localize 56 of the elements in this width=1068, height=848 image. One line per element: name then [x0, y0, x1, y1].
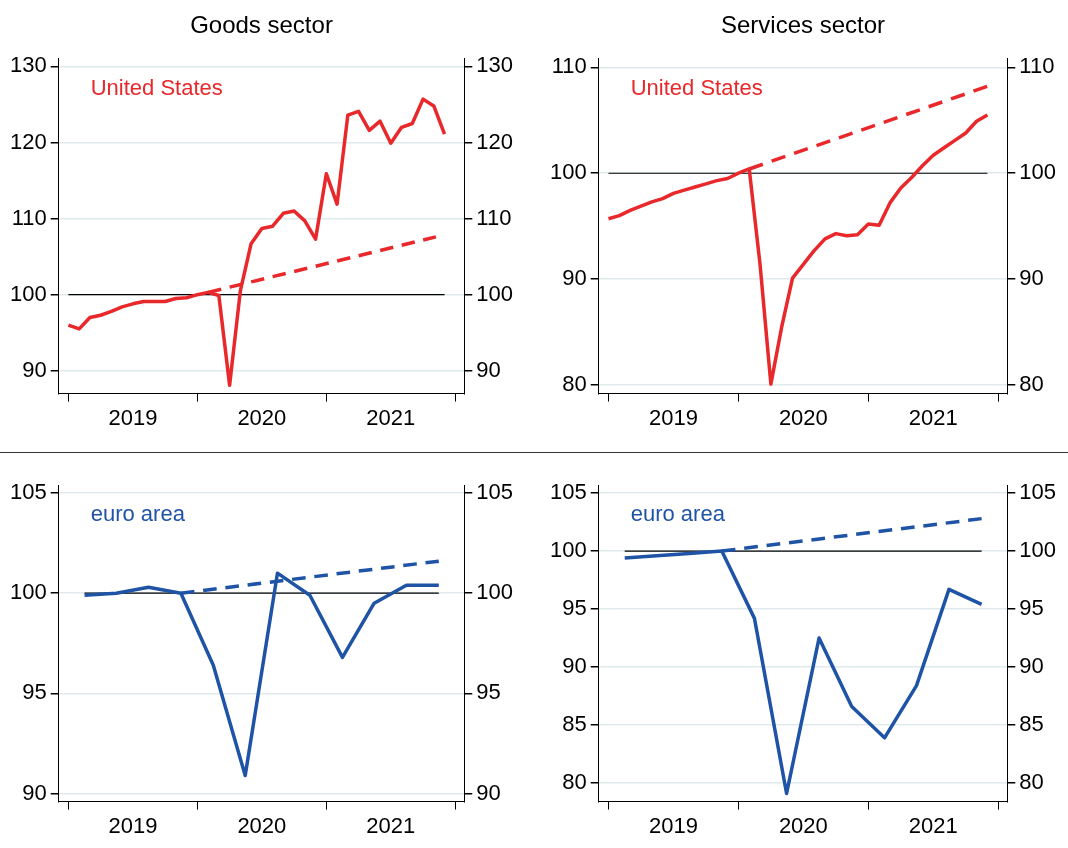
text: euro area: [90, 501, 186, 527]
y2-tick-label: 85: [1019, 711, 1044, 737]
x-tick-label: 2021: [908, 812, 958, 838]
y-tick-label: 100: [549, 537, 587, 563]
x-tick-label: 2020: [778, 812, 828, 838]
y2-tick-label: 100: [1019, 537, 1057, 563]
y2-tick-label: 90: [476, 779, 501, 805]
y2-tick-label: 100: [1019, 159, 1057, 185]
y-tick-label: 120: [9, 128, 47, 154]
y-tick-label: 90: [562, 265, 587, 291]
y-tick-label: 105: [9, 479, 47, 505]
chart-title: Goods sector: [190, 11, 333, 39]
y-tick-label: 80: [562, 769, 587, 795]
y2-tick-label: 105: [476, 479, 514, 505]
y2-tick-label: 130: [476, 52, 514, 78]
y-tick-label: 100: [9, 579, 47, 605]
y-tick-label: 100: [549, 159, 587, 185]
y-tick-label: 110: [551, 53, 587, 79]
x-tick-label: 2021: [366, 812, 416, 838]
x-tick-label: 2020: [237, 404, 287, 430]
y-tick-label: 90: [22, 779, 47, 805]
y-tick-label: 90: [22, 356, 47, 382]
x-tick-label: 2020: [237, 812, 287, 838]
y2-tick-label: 120: [476, 128, 514, 154]
y2-tick-label: 100: [476, 280, 514, 306]
y2-tick-label: 80: [1019, 371, 1044, 397]
x-tick-label: 2021: [908, 404, 958, 430]
y2-tick-label: 110: [1019, 53, 1055, 79]
y-tick-label: 105: [549, 479, 587, 505]
y2-tick-label: 90: [1019, 265, 1044, 291]
text: United States: [630, 74, 763, 100]
series-label: euro area: [630, 501, 726, 527]
y-tick-label: 80: [562, 371, 587, 397]
y2-tick-label: 90: [476, 356, 501, 382]
y2-tick-label: 105: [1019, 479, 1057, 505]
text: United States: [90, 74, 223, 100]
x-tick-label: 2019: [648, 812, 698, 838]
x-tick-label: 2021: [366, 404, 416, 430]
x-tick-label: 2019: [648, 404, 698, 430]
y-tick-label: 95: [22, 679, 47, 705]
y-tick-label: 90: [562, 653, 587, 679]
chart-title: Services sector: [720, 11, 886, 39]
y-tick-label: 100: [9, 280, 47, 306]
y-tick-label: 110: [11, 204, 47, 230]
x-tick-label: 2020: [778, 404, 828, 430]
y2-tick-label: 90: [1019, 653, 1044, 679]
x-tick-label: 2019: [108, 812, 158, 838]
y-tick-label: 95: [562, 595, 587, 621]
y2-tick-label: 95: [1019, 595, 1044, 621]
y2-tick-label: 110: [476, 204, 512, 230]
y2-tick-label: 95: [476, 679, 501, 705]
y-tick-label: 130: [9, 52, 47, 78]
y-tick-label: 85: [562, 711, 587, 737]
y2-tick-label: 100: [476, 579, 514, 605]
y2-tick-label: 80: [1019, 769, 1044, 795]
x-tick-label: 2019: [108, 404, 158, 430]
